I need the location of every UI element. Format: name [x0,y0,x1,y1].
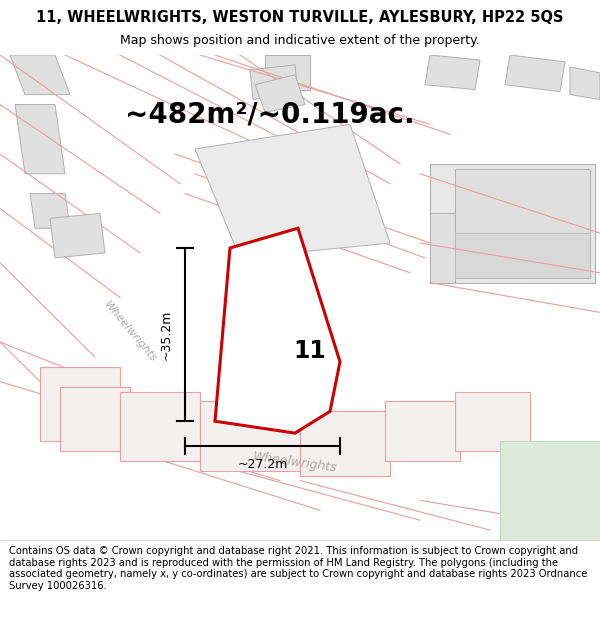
Text: Wheelwrights: Wheelwrights [252,451,338,475]
Polygon shape [455,233,590,278]
Polygon shape [500,441,600,540]
Polygon shape [200,401,300,471]
Polygon shape [195,124,390,258]
Polygon shape [385,401,460,461]
Polygon shape [15,104,65,174]
Polygon shape [570,67,600,99]
Polygon shape [505,55,565,92]
Polygon shape [455,391,530,451]
Text: Wheelwrights: Wheelwrights [102,300,158,364]
Text: ~35.2m: ~35.2m [160,309,173,360]
Text: ~482m²/~0.119ac.: ~482m²/~0.119ac. [125,101,415,128]
Polygon shape [215,228,340,433]
Polygon shape [425,55,480,89]
Polygon shape [10,55,70,94]
Polygon shape [430,213,455,282]
Polygon shape [60,387,130,451]
Polygon shape [300,411,390,476]
Polygon shape [250,65,298,99]
Text: Map shows position and indicative extent of the property.: Map shows position and indicative extent… [120,34,480,47]
Text: 11: 11 [293,339,326,362]
Text: Contains OS data © Crown copyright and database right 2021. This information is : Contains OS data © Crown copyright and d… [9,546,587,591]
Polygon shape [40,367,120,441]
Polygon shape [255,75,305,112]
Polygon shape [455,169,590,278]
Polygon shape [30,194,70,228]
Text: 11, WHEELWRIGHTS, WESTON TURVILLE, AYLESBURY, HP22 5QS: 11, WHEELWRIGHTS, WESTON TURVILLE, AYLES… [36,10,564,25]
Polygon shape [120,391,200,461]
Polygon shape [430,164,595,282]
Polygon shape [50,213,105,258]
Text: ~27.2m: ~27.2m [238,458,287,471]
Polygon shape [265,55,310,89]
